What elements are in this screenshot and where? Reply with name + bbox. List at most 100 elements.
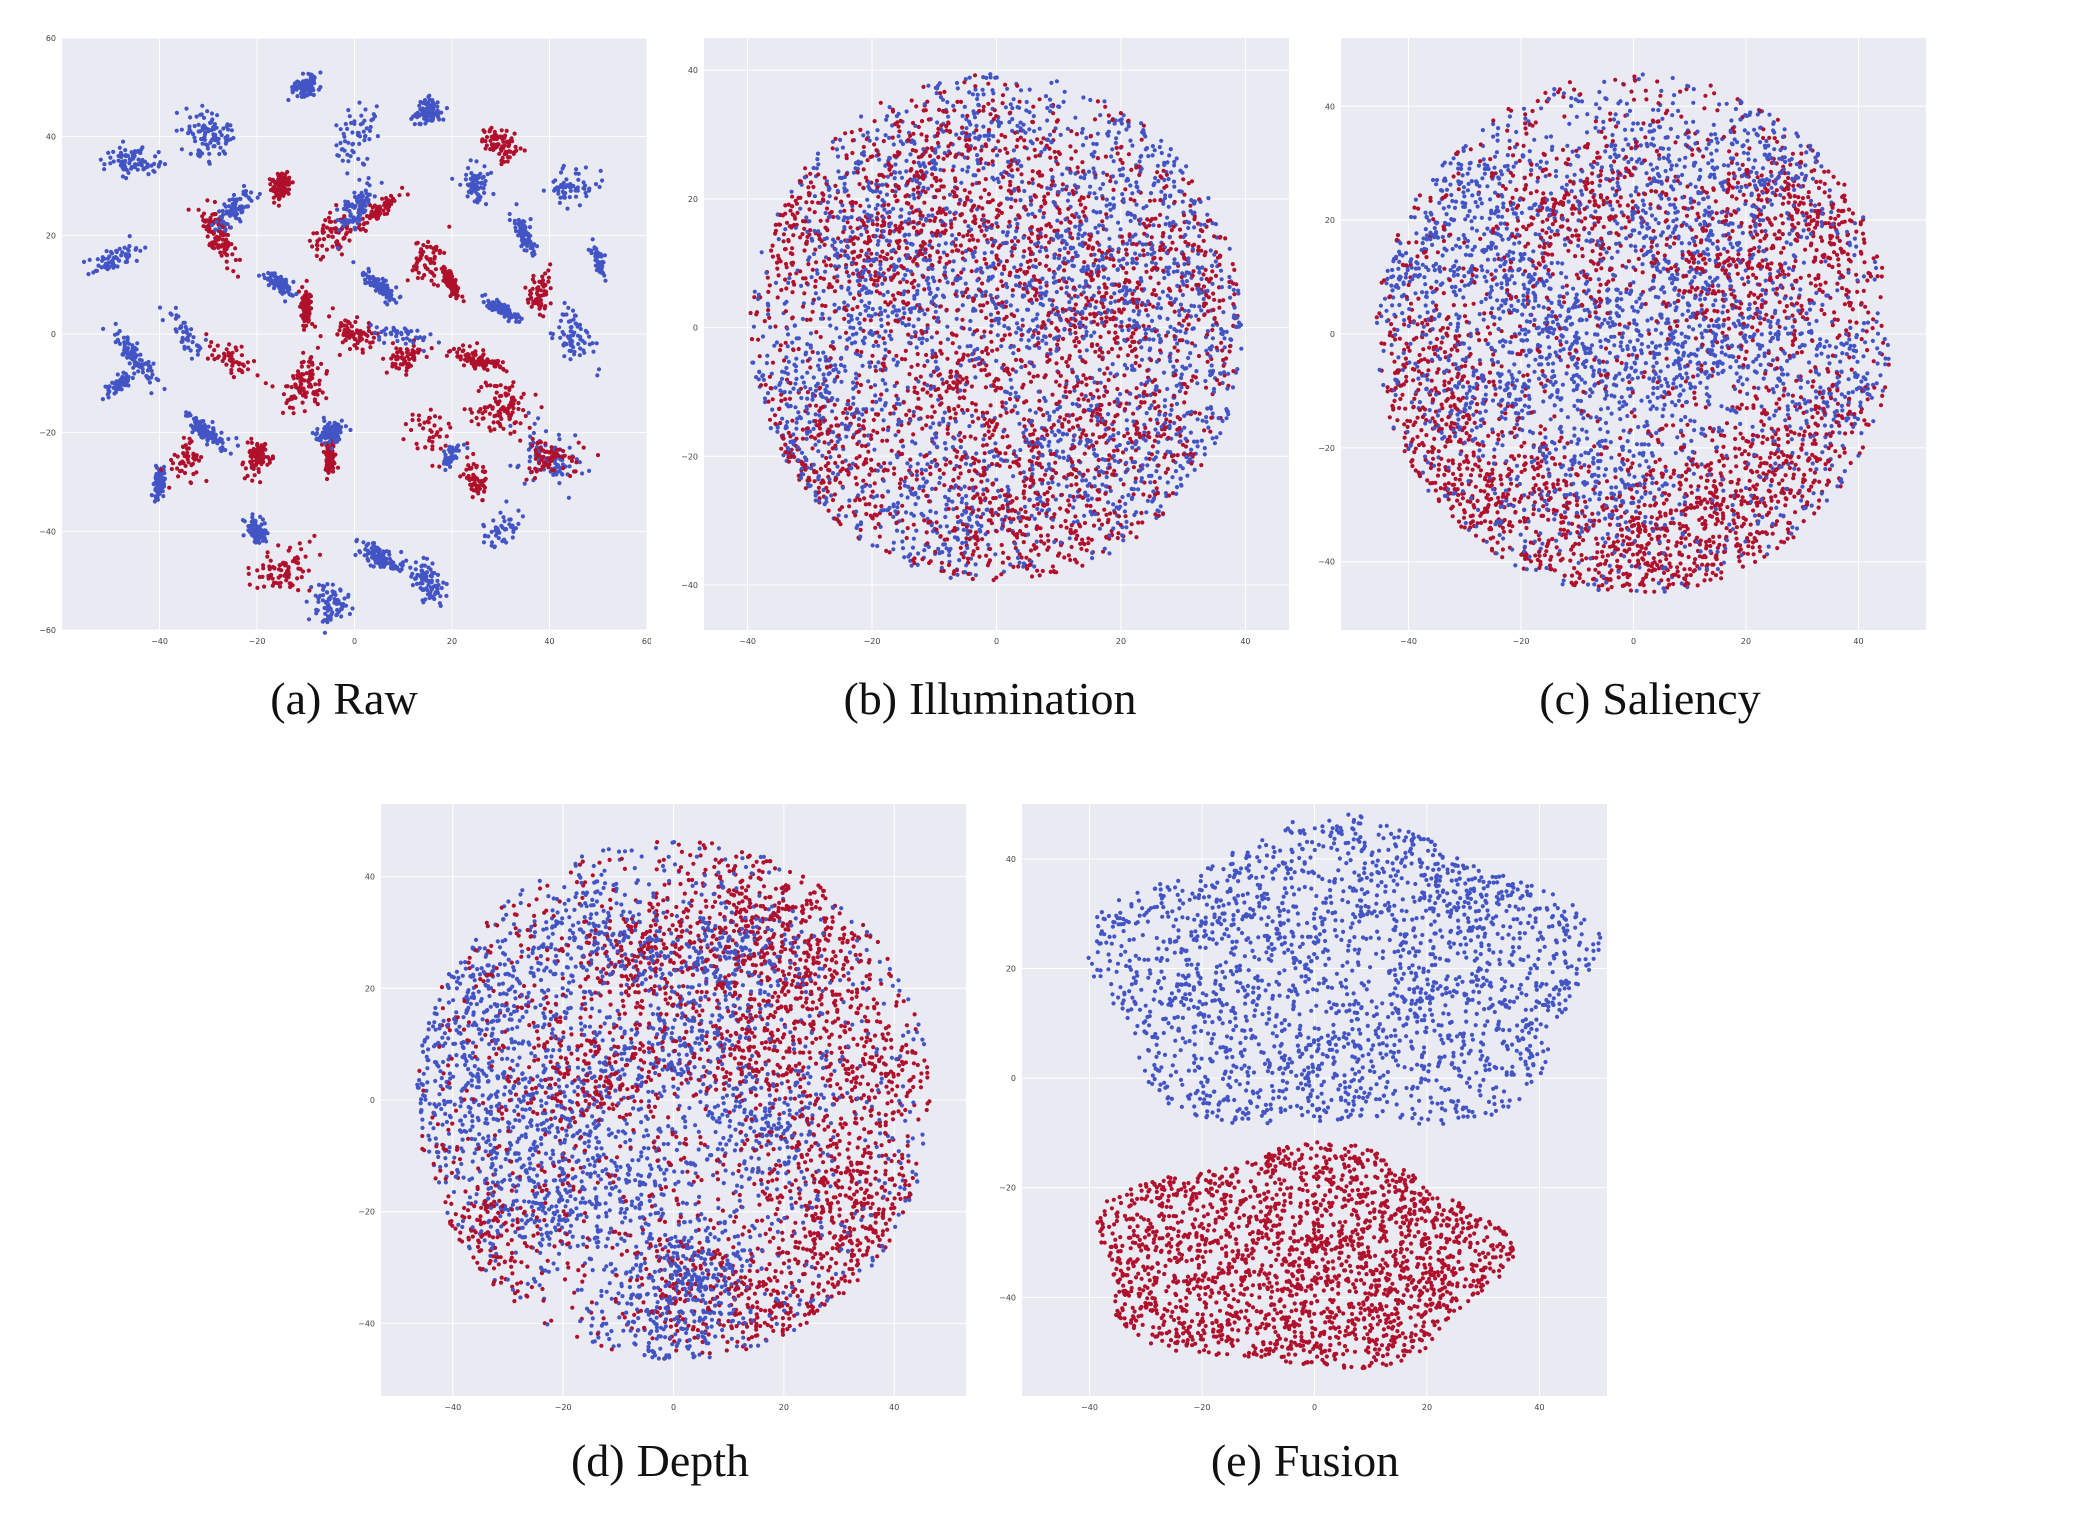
data-point [945, 100, 950, 105]
data-point [1060, 187, 1065, 192]
data-point [1026, 265, 1032, 270]
data-point [590, 237, 595, 242]
data-point [344, 202, 349, 207]
data-point [995, 224, 1000, 229]
data-point [1055, 342, 1060, 347]
data-point [491, 191, 496, 197]
data-point [234, 436, 239, 441]
data-point [117, 246, 122, 251]
data-point [982, 233, 987, 238]
data-point [335, 332, 340, 337]
data-point [1081, 209, 1086, 214]
data-point [418, 99, 423, 105]
data-point [324, 369, 330, 374]
data-point [462, 407, 467, 412]
data-point [201, 419, 206, 424]
data-point [242, 519, 247, 524]
data-point [540, 464, 545, 469]
data-point [458, 356, 463, 361]
data-point [567, 455, 572, 460]
data-point [1054, 361, 1059, 366]
data-point [812, 210, 817, 215]
data-point [518, 438, 523, 443]
data-point [512, 398, 517, 403]
data-point [290, 583, 295, 588]
data-point [489, 540, 495, 545]
data-point [583, 190, 588, 195]
data-point [374, 104, 379, 109]
data-point [491, 147, 496, 152]
data-point [431, 250, 436, 255]
data-point [500, 539, 505, 544]
data-point [247, 582, 252, 587]
data-point [482, 164, 487, 169]
data-point [498, 365, 503, 370]
data-point [901, 299, 906, 304]
data-point [318, 334, 323, 339]
data-point [505, 410, 510, 416]
data-point [207, 344, 212, 349]
data-point [350, 130, 355, 135]
data-point [1018, 120, 1023, 125]
data-point [230, 197, 235, 202]
data-point [196, 122, 201, 127]
data-point [956, 248, 961, 253]
data-point [1079, 392, 1084, 397]
data-point [1065, 166, 1070, 171]
data-point [486, 534, 491, 539]
data-point [181, 435, 186, 440]
data-point [287, 405, 292, 410]
data-point [481, 464, 486, 470]
data-point [358, 338, 363, 343]
data-point [311, 231, 316, 236]
data-point [323, 436, 328, 441]
data-point [1033, 293, 1038, 298]
data-point [1032, 129, 1037, 134]
data-point [1008, 183, 1013, 188]
data-point [395, 338, 400, 344]
data-point [492, 396, 498, 401]
data-point [174, 128, 179, 133]
data-point [391, 297, 397, 302]
data-point [486, 298, 491, 303]
data-point [330, 469, 336, 474]
data-point [466, 166, 471, 171]
data-point [1027, 246, 1032, 251]
data-point [153, 463, 159, 468]
data-point [223, 204, 228, 209]
data-point [381, 279, 386, 284]
data-point [1030, 169, 1035, 174]
data-point [518, 232, 523, 237]
data-point [304, 278, 309, 283]
data-point [341, 206, 346, 211]
data-point [423, 113, 428, 118]
data-point [285, 182, 290, 187]
data-point [356, 156, 361, 162]
data-point [360, 347, 365, 352]
data-point [424, 255, 429, 260]
data-point [212, 199, 217, 205]
data-point [301, 372, 306, 377]
data-point [94, 268, 100, 273]
data-point [353, 552, 358, 558]
data-point [1097, 354, 1102, 359]
data-point [125, 337, 130, 342]
data-point [551, 468, 557, 473]
data-point [1098, 210, 1103, 215]
data-point [447, 460, 452, 465]
data-point [861, 328, 866, 333]
data-point [886, 267, 891, 272]
data-point [127, 244, 132, 249]
data-point [326, 215, 332, 220]
data-point [887, 209, 892, 214]
data-point [513, 229, 519, 234]
data-point [444, 106, 449, 111]
data-point [482, 489, 487, 494]
data-point [203, 130, 208, 135]
data-point [466, 463, 471, 468]
data-point [463, 177, 468, 182]
data-point [492, 383, 497, 389]
data-point [210, 426, 216, 431]
data-point [1015, 167, 1020, 172]
data-point [904, 169, 909, 174]
